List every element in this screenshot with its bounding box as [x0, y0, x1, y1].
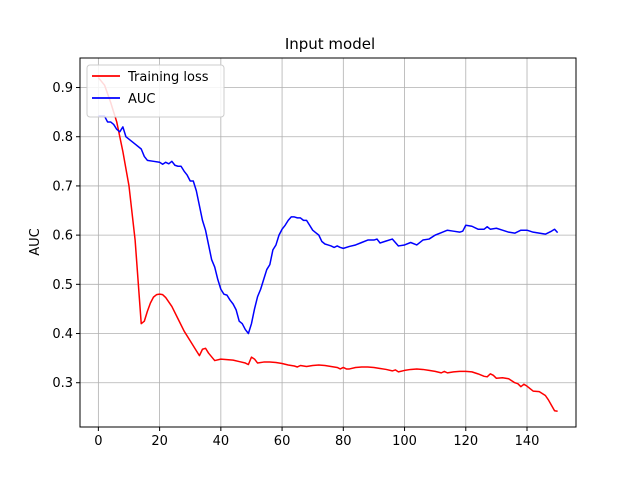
- y-tick-label: 0.6: [52, 229, 73, 244]
- y-tick-label: 0.5: [52, 278, 73, 293]
- chart-title: Input model: [285, 35, 375, 53]
- x-tick-label: 40: [213, 434, 230, 449]
- y-tick-label: 0.3: [52, 376, 73, 391]
- y-tick-label: 0.4: [52, 327, 73, 342]
- legend-box: [86, 64, 225, 118]
- plot-frame: [79, 57, 577, 428]
- grid: [80, 58, 576, 427]
- y-axis-title: AUC: [28, 228, 43, 256]
- series-layer: [97, 77, 559, 413]
- x-tick-label: 80: [335, 434, 352, 449]
- legend: Training loss AUC: [86, 64, 225, 118]
- x-axis: 0 20 40 60 80 100 120 140: [94, 427, 539, 449]
- x-tick-label: 140: [515, 434, 540, 449]
- y-axis: 0.3 0.4 0.5 0.6 0.7 0.8 0.9: [52, 81, 80, 391]
- x-tick-label: 20: [151, 434, 168, 449]
- x-tick-label: 100: [392, 434, 417, 449]
- legend-label: Training loss: [127, 70, 209, 85]
- x-tick-label: 60: [274, 434, 291, 449]
- legend-label: AUC: [128, 92, 156, 107]
- x-tick-label: 0: [94, 434, 102, 449]
- series-line-1: [98, 115, 559, 335]
- y-tick-label: 0.8: [52, 130, 73, 145]
- x-tick-label: 120: [453, 434, 478, 449]
- y-tick-label: 0.7: [52, 179, 73, 194]
- y-tick-label: 0.9: [52, 81, 73, 96]
- series-line-0: [97, 77, 558, 413]
